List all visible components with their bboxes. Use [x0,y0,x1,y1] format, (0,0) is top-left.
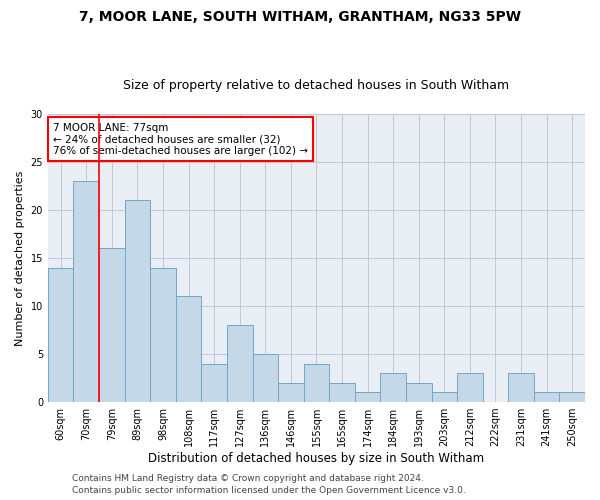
Bar [534,392,559,402]
Bar [278,383,304,402]
Bar [406,383,431,402]
Bar [227,326,253,402]
Bar [48,268,73,402]
Bar [457,374,482,402]
X-axis label: Distribution of detached houses by size in South Witham: Distribution of detached houses by size … [148,452,485,465]
Bar [73,181,99,402]
Text: Contains HM Land Registry data © Crown copyright and database right 2024.
Contai: Contains HM Land Registry data © Crown c… [72,474,466,495]
Title: Size of property relative to detached houses in South Witham: Size of property relative to detached ho… [124,79,509,92]
Bar [355,392,380,402]
Bar [304,364,329,402]
Text: 7 MOOR LANE: 77sqm
← 24% of detached houses are smaller (32)
76% of semi-detache: 7 MOOR LANE: 77sqm ← 24% of detached hou… [53,122,308,156]
Bar [329,383,355,402]
Bar [176,296,202,402]
Bar [380,374,406,402]
Bar [99,248,125,402]
Bar [508,374,534,402]
Bar [150,268,176,402]
Bar [559,392,585,402]
Bar [431,392,457,402]
Bar [253,354,278,402]
Text: 7, MOOR LANE, SOUTH WITHAM, GRANTHAM, NG33 5PW: 7, MOOR LANE, SOUTH WITHAM, GRANTHAM, NG… [79,10,521,24]
Bar [202,364,227,402]
Bar [125,200,150,402]
Y-axis label: Number of detached properties: Number of detached properties [15,170,25,346]
